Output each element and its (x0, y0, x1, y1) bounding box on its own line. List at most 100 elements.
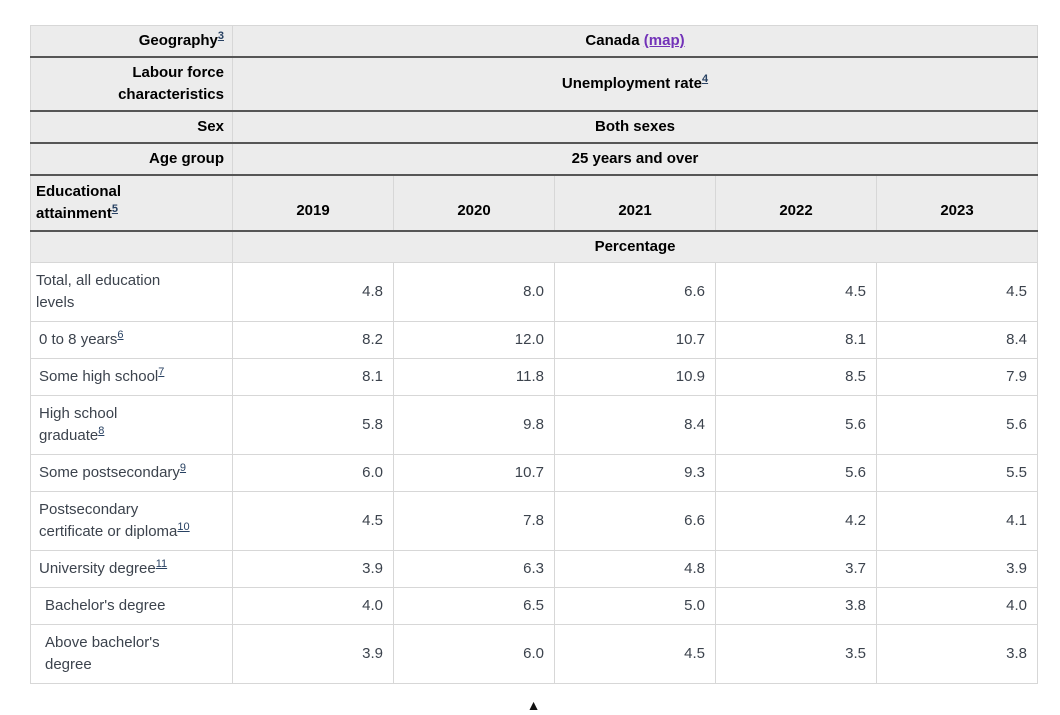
row-label: Postsecondary certificate or diploma (39, 501, 178, 540)
value-cell: 11.8 (393, 358, 555, 396)
value-cell: 8.1 (232, 358, 394, 396)
footnote-sup: 5 (112, 201, 118, 215)
back-to-top-icon[interactable]: ▲ (526, 697, 541, 713)
footnote-link-6[interactable]: 6 (117, 329, 124, 341)
labour-force-value: Unemployment rate (561, 75, 702, 92)
meta-row-geography: Geography3 Canada (map) (30, 25, 1039, 58)
footnote-sup: 4 (702, 71, 708, 85)
footnote-sup: 9 (180, 460, 186, 474)
value-cell: 12.0 (393, 321, 555, 359)
sex-value: Both sexes (594, 118, 676, 135)
footnote-sup: 3 (218, 28, 224, 42)
value-cell: 4.5 (554, 624, 716, 684)
map-link[interactable]: (map) (643, 32, 685, 49)
year-header-2021: 2021 (554, 174, 716, 232)
footnote-sup: 8 (98, 423, 104, 437)
meta-row-labour-force: Labour force characteristics Unemploymen… (30, 56, 1039, 112)
age-group-label: Age group (149, 150, 224, 167)
footnote-link-8[interactable]: 8 (98, 425, 105, 437)
footnote-link-3[interactable]: 3 (217, 30, 224, 42)
value-cell: 3.7 (715, 550, 877, 588)
geography-value-cell: Canada (map) (231, 25, 1039, 58)
table-row-high-school-graduate: High school graduate8 5.8 9.8 8.4 5.6 5.… (30, 395, 1039, 455)
row-label-cell: Above bachelor's degree (30, 624, 233, 684)
value-cell: 4.0 (232, 587, 394, 625)
value-cell: 7.9 (875, 358, 1039, 396)
row-label-cell: Some high school7 (30, 358, 233, 396)
table-row-some-postsecondary: Some postsecondary9 6.0 10.7 9.3 5.6 5.5 (30, 454, 1039, 492)
sex-value-cell: Both sexes (231, 110, 1039, 144)
table-row-0-to-8-years: 0 to 8 years6 8.2 12.0 10.7 8.1 8.4 (30, 321, 1039, 359)
value-cell: 5.6 (715, 395, 877, 455)
labour-force-label: Labour force characteristics (118, 64, 224, 103)
value-cell: 3.8 (715, 587, 877, 625)
value-cell: 3.5 (715, 624, 877, 684)
meta-row-age-group: Age group 25 years and over (30, 142, 1039, 176)
footnote-link-5[interactable]: 5 (111, 203, 118, 215)
labour-force-label-cell: Labour force characteristics (30, 56, 233, 112)
row-label: Above bachelor's degree (45, 634, 160, 673)
row-label: Bachelor's degree (45, 597, 166, 614)
value-cell: 3.9 (232, 550, 394, 588)
value-cell: 6.6 (554, 262, 716, 322)
value-cell: 5.6 (715, 454, 877, 492)
value-cell: 3.8 (875, 624, 1039, 684)
footnote-link-4[interactable]: 4 (701, 73, 709, 85)
row-label: Some high school (39, 368, 159, 385)
footnote-link-10[interactable]: 10 (177, 521, 190, 533)
year-header-2023: 2023 (875, 174, 1039, 232)
value-cell: 5.6 (875, 395, 1039, 455)
value-cell: 6.6 (554, 491, 716, 551)
value-cell: 7.8 (393, 491, 555, 551)
row-label-cell: High school graduate8 (30, 395, 233, 455)
value-cell: 4.5 (232, 491, 394, 551)
table-row-total: Total, all education levels 4.8 8.0 6.6 … (30, 262, 1039, 322)
footnote-link-11[interactable]: 11 (155, 558, 168, 570)
value-cell: 5.8 (232, 395, 394, 455)
footnote-link-9[interactable]: 9 (179, 462, 187, 474)
value-cell: 4.8 (554, 550, 716, 588)
table-row-some-high-school: Some high school7 8.1 11.8 10.9 8.5 7.9 (30, 358, 1039, 396)
value-cell: 5.0 (554, 587, 716, 625)
value-cell: 9.8 (393, 395, 555, 455)
row-label-cell: 0 to 8 years6 (30, 321, 233, 359)
age-group-value-cell: 25 years and over (231, 142, 1039, 176)
year-header-2019: 2019 (232, 174, 394, 232)
value-cell: 8.5 (715, 358, 877, 396)
value-cell: 10.9 (554, 358, 716, 396)
value-cell: 6.3 (393, 550, 555, 588)
value-cell: 8.2 (232, 321, 394, 359)
table-row-bachelors-degree: Bachelor's degree 4.0 6.5 5.0 3.8 4.0 (30, 587, 1039, 625)
age-group-label-cell: Age group (30, 142, 233, 176)
row-label: 0 to 8 years (39, 331, 118, 348)
value-cell: 3.9 (875, 550, 1039, 588)
year-header-2020: 2020 (393, 174, 555, 232)
unit-row: Percentage (30, 230, 1039, 263)
footnote-sup: 11 (156, 556, 167, 570)
value-cell: 6.5 (393, 587, 555, 625)
value-cell: 6.0 (232, 454, 394, 492)
value-cell: 4.5 (875, 262, 1039, 322)
educational-attainment-label: Educational attainment (36, 183, 122, 222)
sex-label-cell: Sex (30, 110, 233, 144)
value-cell: 3.9 (232, 624, 394, 684)
row-label-cell: University degree11 (30, 550, 233, 588)
value-cell: 4.5 (715, 262, 877, 322)
value-cell: 10.7 (554, 321, 716, 359)
footnote-sup: 10 (177, 519, 189, 533)
geography-label: Geography (138, 32, 218, 49)
footnote-link-7[interactable]: 7 (158, 366, 165, 378)
meta-row-sex: Sex Both sexes (30, 110, 1039, 144)
value-cell: 8.4 (554, 395, 716, 455)
sex-label: Sex (197, 118, 224, 135)
educational-attainment-header-cell: Educational attainment5 (30, 174, 233, 232)
year-header-row: Educational attainment5 2019 2020 2021 2… (30, 174, 1039, 232)
footnote-sup: 6 (117, 327, 123, 341)
value-cell: 8.0 (393, 262, 555, 322)
row-label-cell: Postsecondary certificate or diploma10 (30, 491, 233, 551)
year-header-2022: 2022 (715, 174, 877, 232)
value-cell: 8.1 (715, 321, 877, 359)
back-to-top: ▲ (30, 697, 1037, 715)
value-cell: 4.2 (715, 491, 877, 551)
